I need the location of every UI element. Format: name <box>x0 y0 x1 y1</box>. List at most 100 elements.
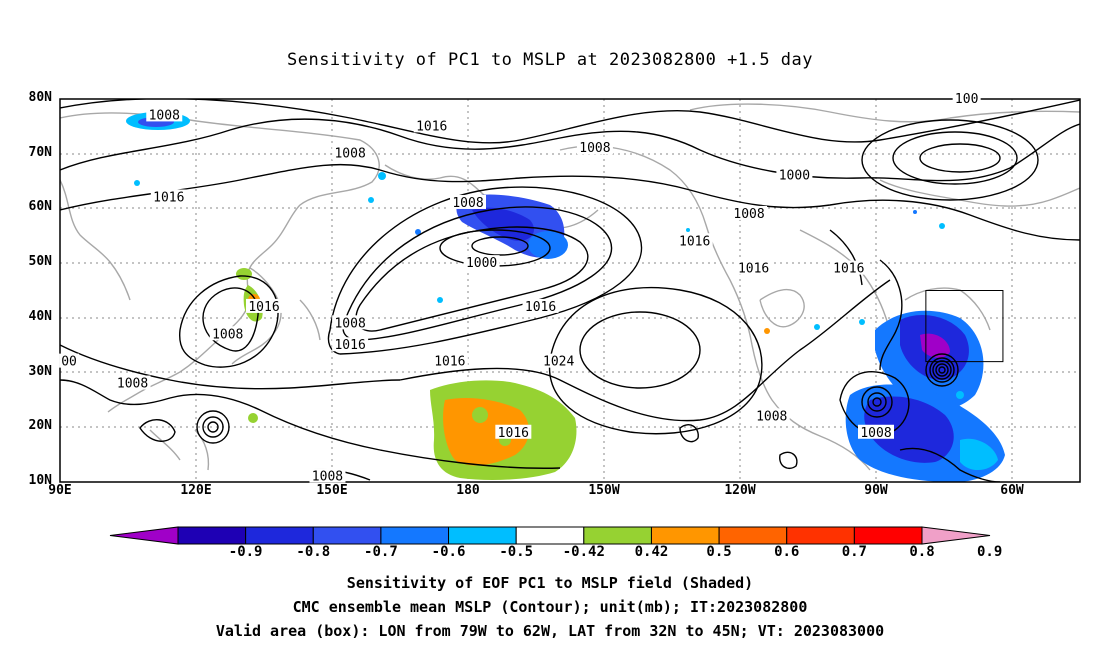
contour-label: 1000 <box>779 169 810 184</box>
contour-label: 1008 <box>756 409 787 424</box>
colorbar-box <box>515 526 585 545</box>
colorbar-box <box>853 526 923 545</box>
contour-label: 1008 <box>334 147 365 162</box>
contour-label-bg <box>753 408 790 423</box>
contour-label-bg <box>463 255 500 270</box>
colorbar-box <box>786 526 855 545</box>
colorbar-low-tip <box>109 526 179 545</box>
contour-label: 1008 <box>312 470 343 485</box>
contour-label-bg <box>332 145 369 160</box>
colorbar-box <box>245 526 314 545</box>
lat-label: 30N <box>28 363 52 379</box>
contour-label: 1016 <box>833 262 864 277</box>
valid-area-box <box>925 290 1004 363</box>
contour-label-bg <box>735 260 772 275</box>
lat-label: 50N <box>28 254 52 270</box>
lon-label: 90W <box>864 483 888 498</box>
contour-label: 1008 <box>733 207 764 222</box>
contour-label-bg <box>858 424 894 439</box>
lon-label: 120E <box>180 483 212 498</box>
colorbar-box <box>650 526 720 545</box>
lat-label: 10N <box>28 473 52 488</box>
contour-label: 1024 <box>543 355 574 370</box>
lon-label: 120W <box>724 483 756 498</box>
lat-label: 70N <box>28 144 52 160</box>
contour-label: 1008 <box>334 316 365 331</box>
colorbar-box <box>718 526 788 545</box>
contour-label-bg <box>830 260 867 275</box>
lat-label: 80N <box>28 90 52 105</box>
colorbar-label: 0.6 <box>774 544 800 560</box>
contour-label: 00 <box>61 355 77 370</box>
contour-label: 1016 <box>525 300 556 315</box>
contour-label-bg <box>413 118 450 133</box>
contour-label: 1016 <box>498 426 529 441</box>
contour-label: 1016 <box>334 338 365 353</box>
contour-label-bg <box>59 353 80 368</box>
caption-line-1: Sensitivity of EOF PC1 to MSLP field (Sh… <box>346 574 754 592</box>
colorbar-label: 0.42 <box>634 544 669 560</box>
contour-label-bg <box>731 205 768 220</box>
colorbar-label: 0.8 <box>909 544 935 560</box>
contour-label: 1016 <box>248 300 279 315</box>
contour-label-bg <box>676 233 713 248</box>
contour-label-bg <box>522 298 559 313</box>
contour-label: 1008 <box>452 196 483 211</box>
lon-label: 150E <box>316 483 348 498</box>
caption-line-2: CMC ensemble mean MSLP (Contour); unit(m… <box>292 598 808 616</box>
contour-labels: 1008 1016 1008 1008 1000 1008 1016 1008 1000 1016… <box>59 91 981 485</box>
contour-label-bg <box>246 298 282 313</box>
contour-label: 1016 <box>738 262 769 277</box>
colorbar-label: 0.5 <box>706 544 732 560</box>
contour-label: 1016 <box>153 190 184 205</box>
contour-label: 1016 <box>434 355 465 370</box>
contour-label-bg <box>776 167 813 182</box>
contour-label-bg <box>576 140 613 155</box>
colorbar-label: -0.8 <box>296 544 331 560</box>
lon-label: 150W <box>588 483 620 498</box>
colorbar-high-tip <box>921 526 991 545</box>
contour-label: 1000 <box>466 256 497 271</box>
contour-label-bg <box>150 189 187 204</box>
contour-label: 1008 <box>212 327 243 342</box>
lat-label: 60N <box>28 199 52 215</box>
contour-label-bg <box>332 315 369 330</box>
colorbar-box <box>312 526 382 545</box>
contour-label: 1008 <box>860 426 891 441</box>
contour-label-bg <box>450 194 486 209</box>
contour-label-bg <box>540 353 577 368</box>
lon-label: 90E <box>48 483 72 498</box>
lat-label: 20N <box>28 418 52 434</box>
colorbar-box <box>380 526 450 545</box>
contour-label-bg <box>146 107 183 122</box>
colorbar-label: -0.5 <box>499 544 534 560</box>
contour-label-bg <box>114 375 151 390</box>
contour-label: 100 <box>955 92 978 107</box>
contour-label: 1008 <box>579 141 610 156</box>
colorbar-label: -0.42 <box>562 544 605 560</box>
contour-label-bg <box>309 468 346 483</box>
contour-label-bg <box>431 353 468 368</box>
contour-label-bg <box>332 337 369 352</box>
contour-label-bg <box>209 326 246 341</box>
lon-label: 180 <box>456 483 480 498</box>
colorbar-label: 0.7 <box>841 544 867 560</box>
contour-label-bg <box>495 424 532 439</box>
colorbar-label: 0.9 <box>976 544 1003 560</box>
contour-label-bg <box>952 91 981 105</box>
contour-label: 1016 <box>679 234 710 249</box>
colorbar-box <box>177 526 247 545</box>
map-frame <box>59 98 1081 483</box>
map-title: Sensitivity of PC1 to MSLP at 2023082800… <box>286 50 813 70</box>
contour-label: 1008 <box>117 377 148 392</box>
lat-label: 40N <box>28 308 52 324</box>
contour-label: 1016 <box>416 119 447 134</box>
lon-label: 60W <box>1000 483 1024 498</box>
colorbar-box <box>583 526 652 545</box>
contour-label: 1008 <box>149 108 180 123</box>
colorbar-label: -0.9 <box>228 544 263 560</box>
colorbar <box>109 526 991 545</box>
colorbar-label: -0.7 <box>364 544 398 560</box>
colorbar-box <box>448 526 517 545</box>
